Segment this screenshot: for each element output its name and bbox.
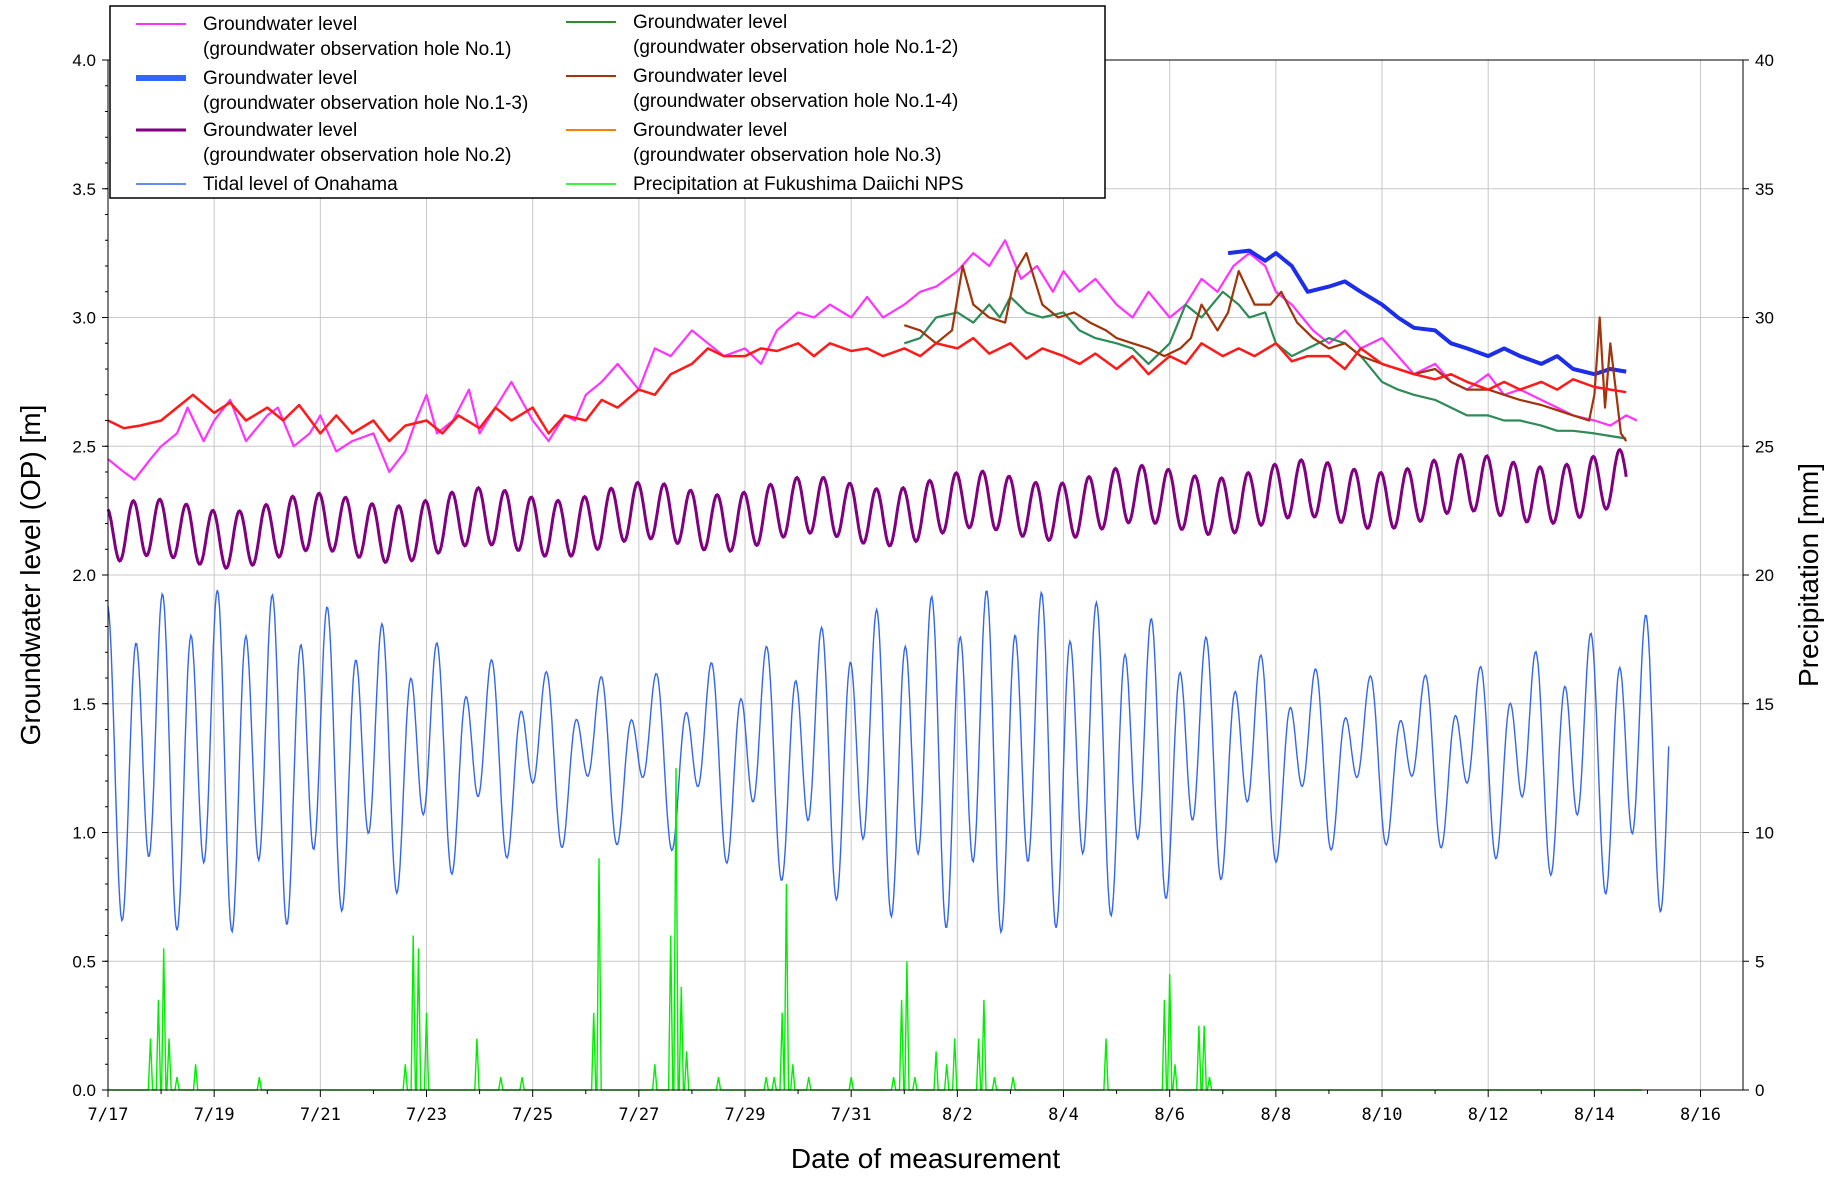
legend-label-sub: (groundwater observation hole No.1-4): [633, 91, 958, 112]
y-left-axis: 0.0 0.5 1.0 1.5 2.0 2.5 3.0 3.5 4.0: [72, 51, 108, 1100]
x-tick-label: 8/8: [1260, 1105, 1291, 1125]
legend-label-sub: (groundwater observation hole No.3): [633, 145, 941, 166]
x-axis-title: Date of measurement: [791, 1143, 1060, 1174]
legend-label-sub: (groundwater observation hole No.1-2): [633, 37, 958, 58]
legend-label-sub: (groundwater observation hole No.1): [203, 39, 511, 60]
series-tide: [107, 589, 1670, 935]
legend-label: Groundwater level: [633, 66, 787, 87]
legend-label: Tidal level of Onahama: [203, 174, 398, 195]
x-tick-label: 8/16: [1680, 1105, 1721, 1125]
x-tick-label: 8/12: [1468, 1105, 1509, 1125]
y-left-tick-label: 2.0: [72, 566, 96, 585]
y-left-tick-label: 3.0: [72, 309, 96, 328]
series-hole-no-1-3: [1227, 248, 1627, 377]
x-tick-label: 7/21: [300, 1105, 341, 1125]
x-tick-label: 7/23: [406, 1105, 447, 1125]
legend-label: Groundwater level: [203, 68, 357, 89]
y-left-tick-label: 0.5: [72, 952, 96, 971]
y-right-axis: 0 5 10 15 20 25 30 35 40: [1743, 51, 1774, 1100]
x-tick-label: 8/14: [1574, 1105, 1615, 1125]
grid: [107, 59, 1743, 1091]
series-hole-2: [106, 447, 1628, 571]
legend-label: Precipitation at Fukushima Daiichi NPS: [633, 174, 964, 195]
y-left-tick-label: 2.5: [72, 437, 96, 456]
legend: Groundwater level (groundwater observatio…: [109, 5, 1106, 199]
series-hole-no-1-4: [903, 252, 1628, 442]
x-axis: 7/17 7/19 7/21 7/23 7/25 7/27 7/29 7/31 8/2 8/4 8/…: [88, 1090, 1721, 1125]
legend-label-sub: (groundwater observation hole No.1-3): [203, 93, 528, 114]
y-left-tick-label: 1.0: [72, 824, 96, 843]
x-tick-label: 8/10: [1362, 1105, 1403, 1125]
x-tick-label: 8/6: [1154, 1105, 1185, 1125]
plot-series: [106, 239, 1670, 1091]
y-right-tick-label: 15: [1755, 695, 1774, 714]
legend-box: [109, 5, 1106, 199]
x-tick-label: 8/2: [942, 1105, 973, 1125]
y-right-tick-label: 25: [1755, 437, 1774, 456]
x-tick-label: 7/29: [725, 1105, 766, 1125]
series-hole-no-1-2: [903, 290, 1627, 440]
x-tick-label: 8/4: [1048, 1105, 1079, 1125]
x-tick-label: 7/17: [88, 1105, 129, 1125]
legend-label: Groundwater level: [203, 120, 357, 141]
y-right-tick-label: 5: [1755, 952, 1764, 971]
series-hole-no-3: [107, 336, 1627, 443]
series-precipitation: [108, 768, 1643, 1091]
x-tick-label: 7/25: [512, 1105, 553, 1125]
y-right-tick-label: 40: [1755, 51, 1774, 70]
y-left-tick-label: 3.5: [72, 180, 96, 199]
x-tick-label: 7/27: [618, 1105, 659, 1125]
series-hole-no-1: [107, 239, 1638, 481]
y-left-tick-label: 4.0: [72, 51, 96, 70]
x-tick-label: 7/31: [831, 1105, 872, 1125]
y-right-tick-label: 30: [1755, 309, 1774, 328]
legend-label-sub: (groundwater observation hole No.2): [203, 145, 511, 166]
y-right-tick-label: 20: [1755, 566, 1774, 585]
y-right-tick-label: 35: [1755, 180, 1774, 199]
y-left-tick-label: 1.5: [72, 695, 96, 714]
y-right-axis-title: Precipitation [mm]: [1793, 463, 1824, 687]
y-left-tick-label: 0.0: [72, 1081, 96, 1100]
y-right-tick-label: 10: [1755, 824, 1774, 843]
legend-label: Groundwater level: [633, 120, 787, 141]
y-left-axis-title: Groundwater level (OP) [m]: [15, 405, 46, 746]
legend-label: Groundwater level: [203, 14, 357, 35]
legend-label: Groundwater level: [633, 12, 787, 33]
y-right-tick-label: 0: [1755, 1081, 1764, 1100]
x-tick-label: 7/19: [194, 1105, 235, 1125]
